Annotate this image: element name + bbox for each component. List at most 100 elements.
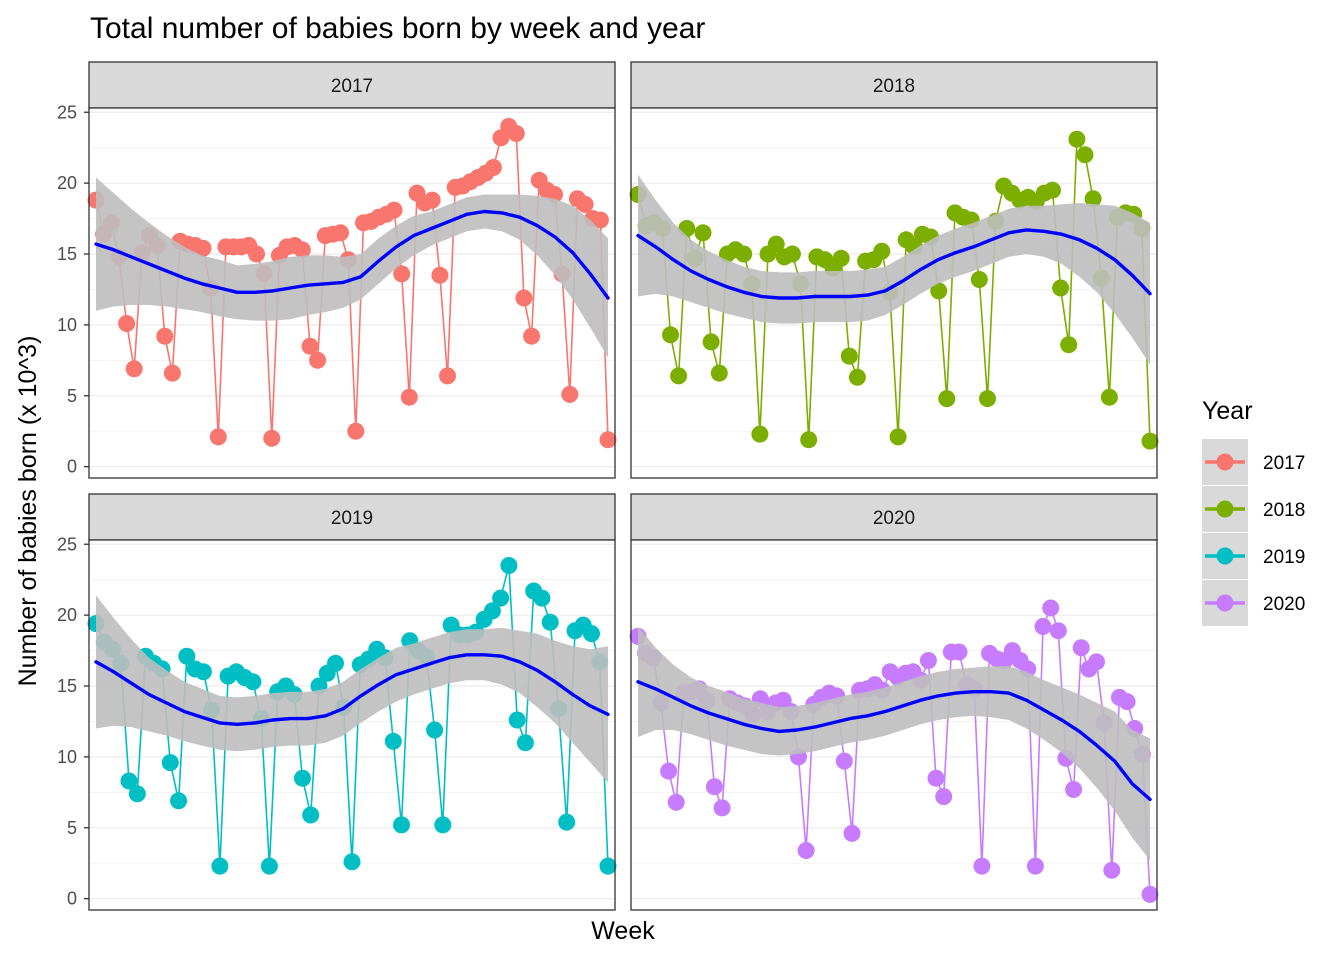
chart-title: Total number of babies born by week and … [90,12,706,45]
data-point [516,734,534,752]
panel-strip-label: 2017 [331,76,373,97]
data-point [500,557,518,574]
data-point [1141,885,1159,903]
panel-strip [630,61,1158,109]
panel-strip-label: 2019 [331,508,373,529]
data-point [1060,336,1078,354]
y-tick-label: 25 [57,102,77,122]
y-tick-label: 20 [57,605,77,625]
data-point [1068,130,1086,148]
data-point [919,652,937,669]
y-tick-label: 10 [57,747,77,767]
data-point [889,428,907,446]
data-point [484,159,502,176]
legend-title: Year [1202,397,1253,425]
y-tick-label: 20 [57,173,77,193]
data-point [209,428,227,446]
legend-item-2017: 2017 [1202,439,1305,485]
y-tick-label: 15 [57,244,77,264]
data-point [1100,388,1118,406]
data-point [393,265,411,283]
data-point [260,857,278,875]
data-point [1026,857,1044,875]
y-tick-label: 25 [57,534,77,554]
confidence-band-2018 [638,174,1150,365]
data-point [400,388,418,406]
data-point [930,282,948,300]
data-point [515,289,533,307]
data-point [1049,622,1067,640]
data-point [347,422,365,440]
data-point [161,754,179,772]
data-point [533,589,551,607]
data-point [178,647,196,665]
panel-strip-label: 2020 [873,508,915,529]
data-point [660,762,678,780]
data-point [128,785,146,803]
legend-key-point [1216,547,1234,565]
data-point [194,239,212,257]
data-point [848,368,866,386]
data-point [783,245,801,263]
y-tick-label: 15 [57,676,77,696]
data-point [156,327,174,345]
data-point [927,769,945,787]
confidence-band-2017 [96,177,608,358]
panel-strip [88,493,616,541]
data-point [301,337,319,355]
data-point [970,271,988,288]
legend-item-2019: 2019 [1202,533,1305,579]
data-point [393,816,410,834]
data-point [163,364,181,382]
data-point [384,732,402,750]
legend-key-point [1216,500,1234,518]
data-point [332,224,349,242]
smooth-line-2018 [636,228,1152,300]
data-point [343,853,361,871]
data-point [710,364,728,382]
data-point [670,367,688,385]
panels-layer: 2017 0 5 10 15 20 25 2018 2019 0 5 10 15 20 25 2020 [57,61,1159,911]
data-point [541,613,559,631]
data-point [800,431,818,449]
legend-key-point [1216,594,1234,612]
data-point [576,195,594,213]
legend-item-2020: 2020 [1202,580,1305,626]
y-tick-label: 0 [67,457,77,477]
y-tick-label: 10 [57,315,77,335]
data-point [423,191,441,209]
data-point [434,816,452,834]
data-point [599,431,617,449]
data-point [667,793,685,811]
data-point [840,347,858,365]
data-point [431,266,449,284]
data-point [599,857,617,875]
legend: Year 2017 2018 2019 2020 [1202,397,1305,626]
data-point [385,201,403,219]
y-tick-label: 5 [67,386,77,406]
panel-strip [88,61,616,109]
smooth-line-2017 [94,209,610,300]
y-axis-title: Number of babies born (x 10^3) [14,336,42,687]
data-point [211,857,229,875]
data-point [1076,146,1094,164]
data-point [873,242,891,260]
data-point [662,326,679,344]
panel-strip [630,493,1158,541]
y-tick-label: 5 [67,818,77,838]
data-point [125,360,143,378]
data-point [583,625,600,643]
data-point [327,654,344,672]
data-point [439,367,456,385]
panel-border [88,539,616,911]
data-point [118,315,136,332]
data-point [293,241,311,259]
data-point [561,385,579,403]
legend-label: 2018 [1263,500,1305,521]
data-point [973,857,991,875]
data-point [309,351,327,369]
panel-border [88,107,616,479]
panel-border [630,107,1158,479]
data-point [1044,181,1061,199]
